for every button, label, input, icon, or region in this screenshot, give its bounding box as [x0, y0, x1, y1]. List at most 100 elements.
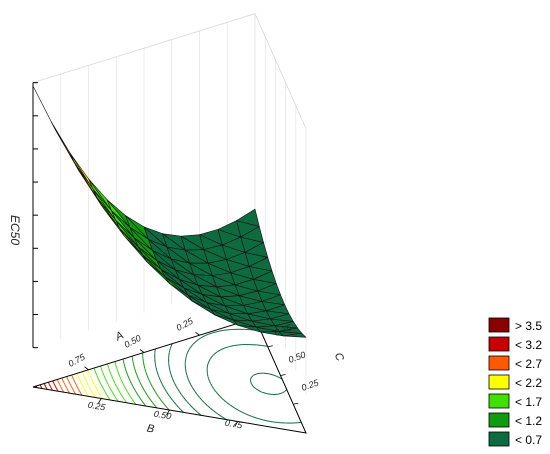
floor-cell: [230, 393, 237, 397]
contour-line: [204, 333, 209, 337]
floor-cell: [200, 408, 207, 411]
floor-cell: [266, 355, 272, 358]
floor-cell: [243, 361, 249, 364]
floor-cell: [167, 392, 174, 396]
floor-cell: [197, 340, 203, 343]
floor-cell: [162, 406, 169, 410]
floor-cell: [194, 383, 201, 386]
floor-cell: [223, 388, 230, 392]
floor-cell: [229, 365, 235, 368]
contour-line: [145, 373, 148, 376]
floor-cell: [242, 358, 248, 362]
contour-line: [106, 381, 108, 384]
floor-cell: [266, 390, 272, 394]
contour-line: [71, 386, 73, 389]
floor-cell: [273, 417, 279, 420]
floor-cell: [245, 365, 251, 369]
floor-cell: [192, 401, 199, 404]
floor-cell: [229, 354, 236, 357]
contour-line: [251, 375, 254, 378]
floor-cell: [226, 407, 233, 410]
floor-cell: [186, 387, 192, 390]
floor-cell: [264, 409, 271, 412]
floor-cell: [133, 387, 140, 390]
floor-cell: [138, 375, 145, 379]
floor-cell: [150, 391, 157, 394]
floor-cell: [117, 398, 123, 402]
floor-cell: [202, 341, 209, 344]
floor-cell: [262, 381, 268, 384]
floor-cell: [83, 393, 89, 396]
contour-line: [73, 390, 75, 392]
floor-cell: [158, 395, 165, 399]
contour-line: [190, 345, 193, 348]
floor-cell: [92, 377, 99, 381]
contour-line: [273, 374, 276, 377]
contour-line: [58, 382, 60, 385]
floor-cell: [225, 415, 231, 419]
floor-cell: [176, 400, 183, 404]
floor-cell: [285, 409, 291, 412]
floor-cell: [201, 338, 208, 341]
floor-cell: [251, 357, 258, 360]
surface-facet: [265, 304, 290, 315]
floor-cell: [288, 416, 294, 420]
floor-cell: [213, 340, 219, 343]
floor-cell: [190, 351, 197, 354]
floor-cell: [273, 407, 280, 410]
floor-cell: [147, 371, 154, 375]
floor-cell: [194, 336, 201, 340]
floor-cell: [211, 361, 217, 364]
floor-cell: [237, 326, 244, 329]
floor-cell: [248, 410, 255, 413]
floor-cell: [140, 380, 147, 384]
floor-cell: [237, 386, 244, 389]
floor-cell: [162, 380, 169, 384]
contour-line: [104, 376, 106, 379]
floor-cell: [279, 396, 286, 399]
floor-cell: [200, 362, 207, 365]
floor-cell: [191, 398, 198, 402]
contour-line: [228, 345, 231, 348]
floor-cell: [141, 369, 147, 373]
contour-line: [83, 388, 86, 391]
floor-cell: [158, 350, 165, 353]
contour-line: [93, 368, 96, 371]
floor-cell: [227, 409, 234, 412]
contour-line: [211, 355, 214, 358]
floor-cell: [227, 326, 233, 330]
floor-cell: [221, 407, 227, 410]
floor-cell: [248, 385, 254, 388]
contour-line: [163, 386, 166, 390]
ternary-tick: [166, 409, 170, 416]
floor-cell: [150, 376, 156, 379]
contour-line: [210, 407, 212, 410]
floor-cell: [280, 420, 286, 423]
floor-cell: [227, 340, 234, 343]
floor-cell: [223, 341, 229, 344]
contour-line: [207, 363, 209, 366]
floor-cell: [255, 413, 261, 416]
floor-cell: [211, 375, 218, 378]
floor-cell: [190, 372, 196, 375]
floor-cell: [241, 391, 247, 395]
floor-cell: [179, 383, 186, 387]
floor-cell: [263, 417, 269, 421]
floor-cell: [252, 333, 258, 337]
floor-cell: [255, 391, 262, 394]
floor-cell: [220, 332, 226, 336]
floor-cell: [126, 360, 133, 364]
floor-cell: [253, 421, 260, 425]
floor-cell: [88, 369, 95, 373]
floor-cell: [205, 371, 211, 375]
contour-line: [154, 404, 156, 407]
floor-cell: [217, 340, 224, 343]
floor-cell: [285, 408, 291, 411]
floor-cell: [208, 401, 215, 405]
contour-line: [275, 375, 278, 377]
floor-cell: [119, 391, 126, 394]
floor-cell: [131, 372, 138, 376]
floor-cell: [256, 414, 262, 417]
floor-cell: [198, 392, 205, 396]
floor-cell: [253, 407, 259, 410]
